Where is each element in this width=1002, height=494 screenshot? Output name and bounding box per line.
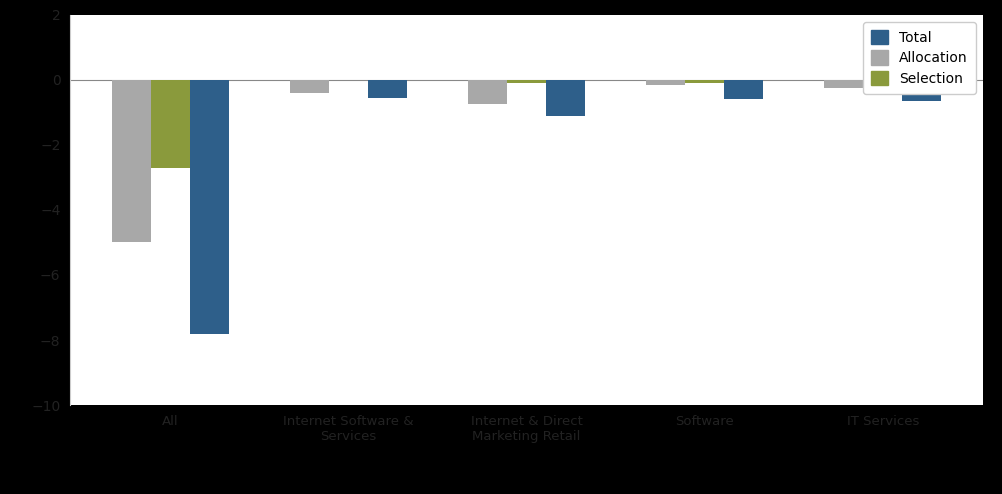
Bar <box>189 80 229 333</box>
Bar <box>645 80 684 85</box>
Bar <box>902 80 941 101</box>
Bar <box>150 80 189 167</box>
Bar <box>467 80 506 104</box>
Bar <box>684 80 723 83</box>
Legend: Total, Allocation, Selection: Total, Allocation, Selection <box>862 22 975 94</box>
Bar <box>863 80 902 86</box>
Bar <box>111 80 150 243</box>
Bar <box>506 80 546 83</box>
Bar <box>723 80 763 99</box>
Bar <box>823 80 863 88</box>
Bar <box>290 80 329 93</box>
Bar <box>546 80 585 116</box>
Bar <box>368 80 407 98</box>
